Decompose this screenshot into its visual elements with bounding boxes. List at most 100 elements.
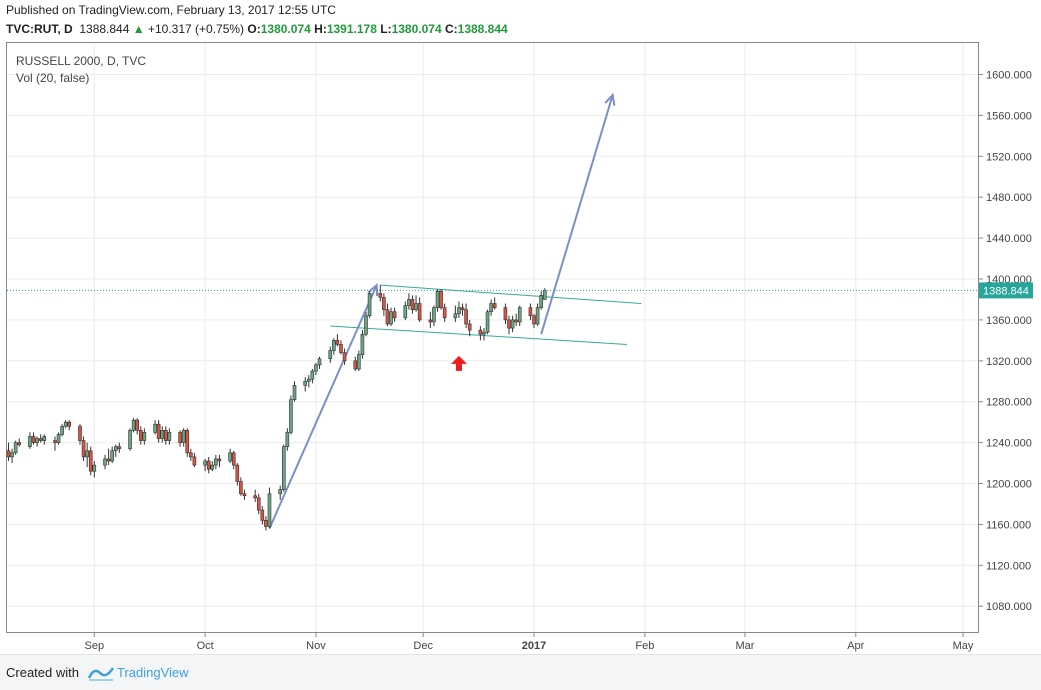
candle-down — [417, 303, 422, 321]
candle-up — [328, 350, 333, 360]
candle-down — [53, 440, 57, 443]
y-tick-label: 1120.000 — [986, 560, 1031, 572]
candle-up — [535, 307, 540, 325]
close-label: C: — [444, 22, 458, 36]
candle-down — [239, 481, 243, 495]
candle-down — [235, 464, 240, 482]
candle-down — [256, 497, 261, 511]
open-value: 1380.074 — [260, 22, 311, 36]
candle-up — [214, 458, 218, 466]
y-tick-label: 1480.000 — [986, 192, 1032, 204]
candle-down — [242, 493, 247, 497]
y-tick-label: 1360.000 — [986, 315, 1032, 327]
candle-up — [160, 430, 165, 439]
candle-up — [403, 305, 408, 319]
candle-down — [81, 440, 86, 458]
open-label: O: — [247, 22, 261, 36]
candle-down — [528, 307, 533, 317]
candle-down — [514, 319, 518, 323]
chart-frame[interactable] — [6, 42, 979, 633]
candle-down — [185, 430, 190, 454]
candle-down — [17, 442, 22, 445]
candle-up — [489, 303, 493, 313]
x-tick-label: Feb — [635, 640, 654, 652]
candle-up — [167, 432, 172, 441]
legend-title: RUSSELL 2000, D, TVC — [16, 54, 147, 68]
candle-up — [28, 436, 32, 447]
candle-down — [164, 430, 168, 441]
trend-arrow — [268, 284, 378, 529]
candle-down — [378, 293, 383, 298]
candle-down — [532, 315, 536, 325]
candle-down — [231, 452, 236, 466]
candle-up — [510, 319, 515, 329]
candle-up — [181, 430, 186, 443]
candle-up — [485, 311, 490, 333]
candle-down — [335, 340, 340, 345]
candle-down — [88, 450, 93, 472]
candle-up — [142, 432, 147, 441]
candle-up — [317, 358, 322, 366]
candle-down — [189, 452, 193, 458]
candle-down — [260, 509, 265, 521]
candle-down — [78, 425, 82, 441]
x-tick-label: 2017 — [522, 640, 546, 652]
candle-down — [410, 299, 415, 310]
footer: Created with TradingView — [0, 654, 1041, 690]
channel-line — [380, 284, 642, 305]
quote-line: TVC:RUT, D 1388.844 ▲ +10.317 (+0.75%) O… — [6, 22, 508, 36]
candle-up — [367, 293, 372, 317]
x-tick-label: Oct — [197, 640, 214, 652]
candle-up — [389, 311, 393, 325]
candle-down — [217, 458, 222, 462]
price-chart[interactable]: 1080.000 1120.000 1160.000 1200.000 1240.000… — [0, 0, 1041, 654]
y-tick-label: 1160.000 — [986, 519, 1031, 531]
candle-up — [60, 425, 64, 435]
candle-down — [264, 520, 268, 527]
footer-brand-link[interactable]: TradingView — [117, 665, 189, 680]
symbol-label: TVC:RUT, D — [6, 22, 73, 36]
y-tick-label: 1240.000 — [986, 438, 1032, 450]
candle-up — [128, 430, 132, 450]
candle-down — [507, 319, 511, 329]
candle-down — [464, 309, 468, 325]
candle-up — [35, 438, 39, 443]
candle-up — [407, 299, 411, 306]
candle-up — [85, 450, 89, 458]
candle-down — [460, 307, 465, 310]
candle-up — [517, 307, 522, 323]
y-tick-label: 1560.000 — [986, 110, 1032, 122]
up-triangle-icon: ▲ — [132, 22, 145, 36]
candle-up — [289, 399, 293, 433]
trend-arrow — [540, 94, 614, 335]
candle-up — [314, 364, 318, 372]
x-tick-label: Nov — [306, 640, 326, 652]
last-price: 1388.844 — [79, 22, 130, 36]
candle-down — [6, 450, 11, 458]
y-tick-label: 1600.000 — [986, 70, 1032, 82]
x-tick-label: Mar — [735, 640, 754, 652]
candle-up — [131, 419, 136, 431]
candle-down — [135, 419, 139, 431]
candle-up — [303, 380, 308, 386]
legend-volume: Vol (20, false) — [16, 71, 90, 85]
candle-up — [56, 434, 61, 443]
high-value: 1391.178 — [326, 22, 377, 36]
tradingview-logo-icon — [88, 667, 114, 681]
candle-down — [392, 311, 397, 319]
candle-down — [117, 446, 122, 450]
candle-up — [110, 450, 114, 462]
y-tick-label: 1280.000 — [986, 397, 1032, 409]
candle-down — [38, 438, 43, 441]
candle-down — [503, 307, 508, 321]
candle-down — [385, 309, 390, 325]
red-up-arrow-icon — [450, 355, 467, 371]
candle-up — [228, 452, 232, 462]
candle-up — [357, 354, 361, 370]
candle-up — [414, 303, 418, 310]
published-caption: Published on TradingView.com, February 1… — [6, 3, 336, 17]
y-tick-label: 1520.000 — [986, 151, 1032, 163]
y-tick-label: 1200.000 — [986, 479, 1032, 491]
candle-up — [267, 493, 272, 527]
last-price-badge — [979, 282, 1033, 299]
